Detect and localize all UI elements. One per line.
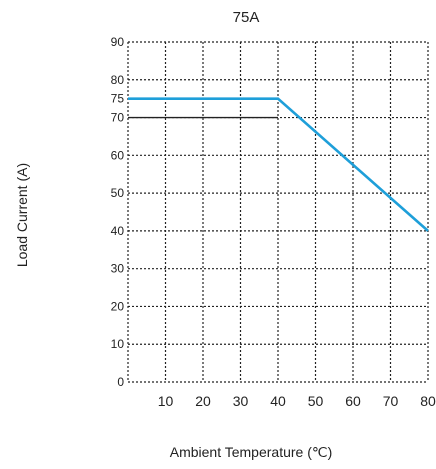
y-tick-label-80: 80 (111, 73, 125, 87)
x-tick-label-70: 70 (383, 393, 399, 409)
x-axis-label: Ambient Temperature (℃) (170, 444, 333, 460)
y-tick-label-75: 75 (111, 92, 125, 106)
x-tick-label-20: 20 (195, 393, 211, 409)
y-tick-label-90: 90 (111, 35, 125, 49)
x-tick-label-60: 60 (345, 393, 361, 409)
x-tick-label-30: 30 (233, 393, 249, 409)
x-tick-label-40: 40 (270, 393, 286, 409)
x-tick-label-80: 80 (420, 393, 436, 409)
y-tick-label-50: 50 (111, 186, 125, 200)
y-axis-label: Load Current (A) (14, 163, 30, 267)
y-tick-label-40: 40 (111, 224, 125, 238)
y-tick-label-0: 0 (117, 375, 124, 389)
grid-lines (128, 42, 428, 382)
y-tick-label-20: 20 (111, 299, 125, 313)
y-tick-label-60: 60 (111, 148, 125, 162)
chart-title: 75A (233, 9, 260, 26)
x-tick-label-50: 50 (308, 393, 324, 409)
x-tick-label-10: 10 (158, 393, 174, 409)
x-tick-labels: 10 20 30 40 50 60 70 80 (158, 393, 436, 409)
y-tick-label-10: 10 (111, 337, 125, 351)
y-tick-label-30: 30 (111, 262, 125, 276)
y-tick-label-70: 70 (111, 111, 125, 125)
y-tick-labels: 0 10 20 30 40 50 60 70 75 80 90 (111, 35, 125, 389)
